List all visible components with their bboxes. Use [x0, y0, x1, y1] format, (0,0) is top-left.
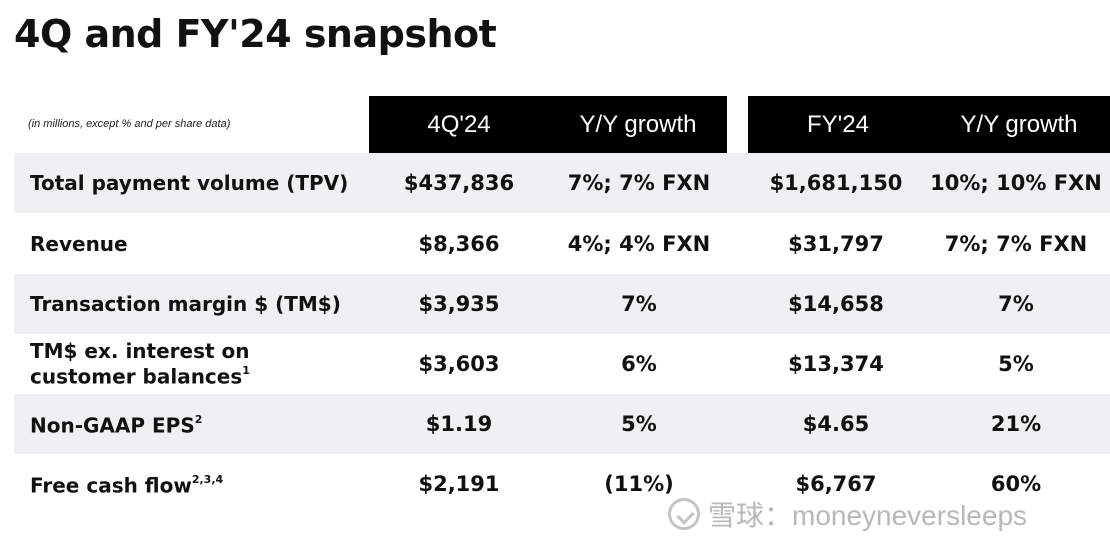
table-row: Revenue $8,366 4%; 4% FXN $31,797 7%; 7%…	[14, 214, 1110, 274]
xueqiu-logo-icon	[668, 498, 700, 530]
header-q-yoy-growth: Y/Y growth	[579, 111, 697, 138]
footnote-marker: 2,3,4	[191, 473, 224, 487]
cell-4q-growth: 7%	[621, 292, 657, 316]
cell-4q-growth: 6%	[621, 352, 657, 376]
cell-4q-growth: 5%	[621, 412, 657, 436]
cell-4q-value: $8,366	[418, 232, 500, 256]
cell-4q-value: $437,836	[403, 171, 515, 195]
cell-4q-growth: 4%; 4% FXN	[567, 232, 711, 256]
cell-fy-value: $13,374	[788, 352, 884, 376]
header-band-fullyear	[748, 96, 1110, 153]
cell-fy-value: $31,797	[788, 232, 884, 256]
page-title: 4Q and FY'24 snapshot	[14, 12, 497, 56]
cell-4q-value: $1.19	[425, 412, 493, 436]
cell-fy-growth: 21%	[990, 412, 1042, 436]
header-4q24: 4Q'24	[427, 111, 491, 138]
cell-fy-growth: 7%; 7% FXN	[944, 232, 1088, 256]
cell-4q-growth: 7%; 7% FXN	[567, 171, 711, 195]
units-note: (in millions, except % and per share dat…	[28, 118, 231, 130]
table-row: Non-GAAP EPS2 $1.19 5% $4.65 21%	[14, 394, 1110, 454]
cell-4q-value: $3,603	[418, 352, 500, 376]
cell-fy-value: $4.65	[802, 412, 870, 436]
watermark: 雪球：moneyneversleeps	[668, 494, 1027, 534]
cell-fy-value: $14,658	[788, 292, 884, 316]
table-row: Free cash flow2,3,4 $2,191 (11%) $6,767 …	[14, 454, 1110, 514]
cell-4q-value: $2,191	[418, 472, 500, 496]
row-label: Revenue	[30, 232, 128, 256]
table-row: Transaction margin $ (TM$) $3,935 7% $14…	[14, 274, 1110, 334]
cell-4q-growth: (11%)	[604, 472, 674, 496]
cell-4q-value: $3,935	[418, 292, 500, 316]
row-label: TM$ ex. interest on customer balances1	[30, 339, 250, 389]
header-fy24: FY'24	[807, 111, 869, 138]
row-label: Non-GAAP EPS2	[30, 413, 203, 438]
cell-fy-growth: 60%	[990, 472, 1042, 496]
footnote-marker: 2	[194, 413, 203, 427]
watermark-text: 雪球：moneyneversleeps	[708, 500, 1028, 531]
row-label: Free cash flow2,3,4	[30, 473, 224, 498]
row-label: Transaction margin $ (TM$)	[30, 292, 341, 316]
table-row: Total payment volume (TPV) $437,836 7%; …	[14, 153, 1110, 213]
header-band-quarter	[369, 96, 727, 153]
footnote-marker: 1	[242, 364, 250, 378]
cell-fy-growth: 5%	[998, 352, 1034, 376]
cell-fy-value: $1,681,150	[769, 171, 903, 195]
cell-fy-growth: 7%	[998, 292, 1034, 316]
row-label: Total payment volume (TPV)	[30, 171, 349, 195]
cell-fy-growth: 10%; 10% FXN	[930, 171, 1102, 195]
header-fy-yoy-growth: Y/Y growth	[960, 111, 1078, 138]
table-row: TM$ ex. interest on customer balances1 $…	[14, 334, 1110, 394]
cell-fy-value: $6,767	[795, 472, 877, 496]
